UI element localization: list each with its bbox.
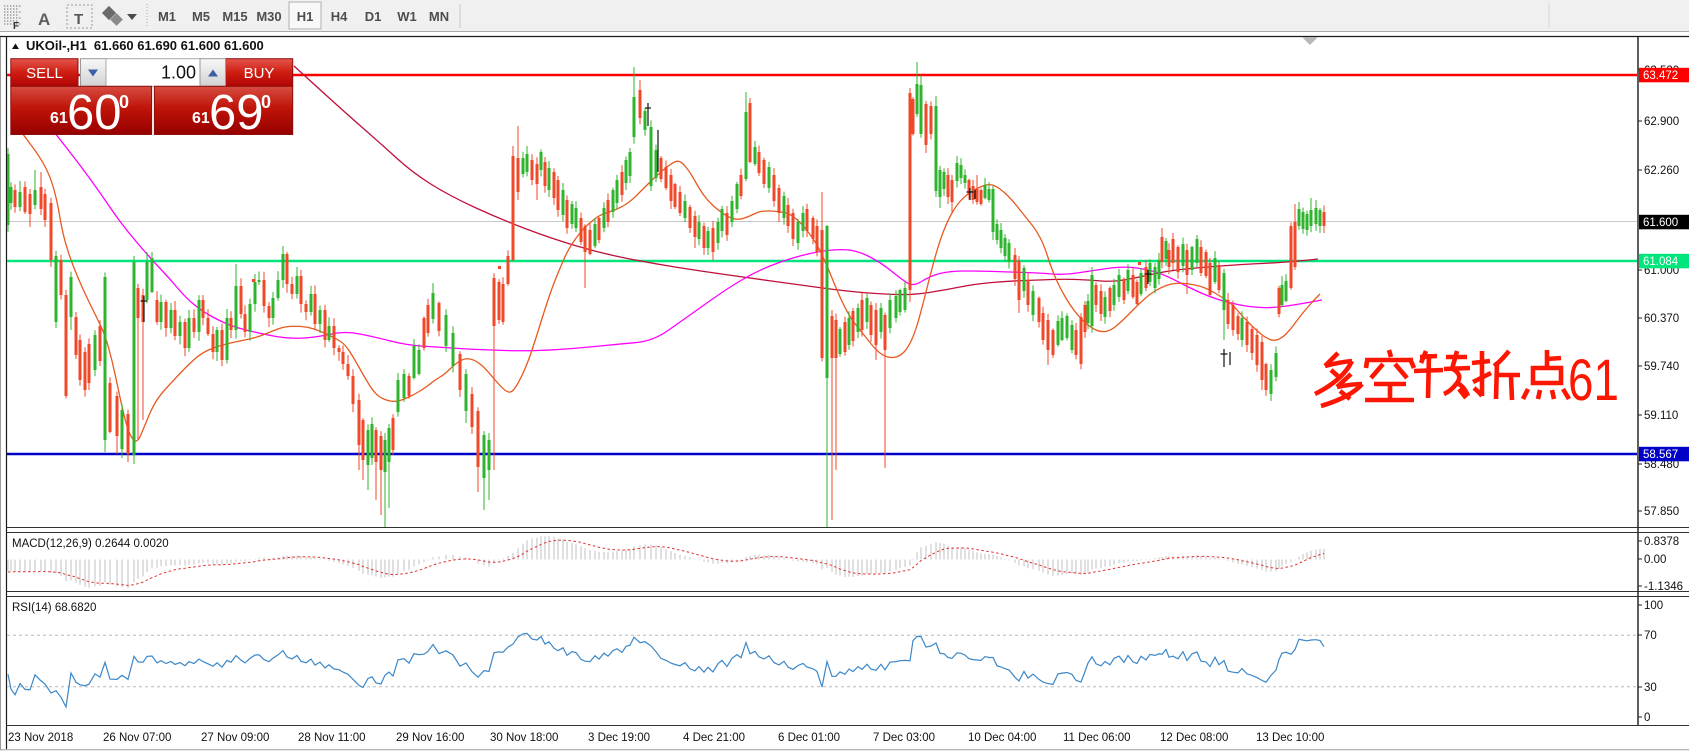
svg-text:-1.1346: -1.1346 [1644, 581, 1683, 593]
svg-text:62.900: 62.900 [1644, 116, 1679, 128]
svg-text:3 Dec 19:00: 3 Dec 19:00 [588, 732, 650, 744]
svg-text:M5: M5 [192, 9, 210, 24]
svg-text:61: 61 [1568, 349, 1619, 413]
svg-text:69: 69 [209, 86, 264, 140]
svg-text:MN: MN [429, 9, 449, 24]
svg-text:0.00: 0.00 [1644, 554, 1666, 566]
svg-text:0: 0 [261, 92, 271, 112]
svg-text:61.600: 61.600 [1643, 217, 1678, 229]
svg-text:27 Nov 09:00: 27 Nov 09:00 [201, 732, 269, 744]
svg-text:26 Nov 07:00: 26 Nov 07:00 [103, 732, 171, 744]
svg-text:D1: D1 [365, 9, 382, 24]
svg-text:A: A [38, 10, 50, 29]
svg-text:10 Dec 04:00: 10 Dec 04:00 [968, 732, 1036, 744]
svg-text:M30: M30 [256, 9, 281, 24]
svg-text:61.084: 61.084 [1643, 256, 1679, 268]
svg-text:59.740: 59.740 [1644, 361, 1679, 373]
svg-text:12 Dec 08:00: 12 Dec 08:00 [1160, 732, 1228, 744]
svg-text:BUY: BUY [244, 65, 275, 82]
svg-text:7 Dec 03:00: 7 Dec 03:00 [873, 732, 935, 744]
svg-text:62.260: 62.260 [1644, 165, 1679, 177]
svg-text:29 Nov 16:00: 29 Nov 16:00 [396, 732, 464, 744]
svg-text:30: 30 [1644, 682, 1657, 694]
svg-text:1.00: 1.00 [161, 63, 196, 83]
svg-text:70: 70 [1644, 630, 1657, 642]
svg-text:58.480: 58.480 [1644, 459, 1679, 471]
svg-text:4 Dec 21:00: 4 Dec 21:00 [683, 732, 745, 744]
svg-text:UKOil-,H1 61.660 61.690 61.60: UKOil-,H1 61.660 61.690 61.600 61.600 [26, 38, 264, 53]
svg-text:59.110: 59.110 [1644, 410, 1678, 422]
svg-text:58.567: 58.567 [1643, 449, 1678, 461]
svg-text:H1: H1 [297, 9, 314, 24]
svg-text:MACD(12,26,9) 0.2644 0.0020: MACD(12,26,9) 0.2644 0.0020 [12, 538, 169, 550]
svg-text:0.8378: 0.8378 [1644, 536, 1679, 548]
svg-text:H4: H4 [331, 9, 348, 24]
svg-text:30 Nov 18:00: 30 Nov 18:00 [490, 732, 558, 744]
svg-text:T: T [74, 11, 83, 28]
svg-text:11 Dec 06:00: 11 Dec 06:00 [1063, 732, 1131, 744]
svg-text:M1: M1 [158, 9, 176, 24]
svg-text:RSI(14) 68.6820: RSI(14) 68.6820 [12, 602, 96, 614]
svg-text:23 Nov 2018: 23 Nov 2018 [8, 732, 73, 744]
svg-text:28 Nov 11:00: 28 Nov 11:00 [298, 732, 366, 744]
svg-text:13 Dec 10:00: 13 Dec 10:00 [1256, 732, 1324, 744]
svg-text:60: 60 [67, 86, 122, 140]
svg-text:0: 0 [119, 92, 129, 112]
svg-text:M15: M15 [222, 9, 247, 24]
svg-text:F: F [13, 21, 19, 32]
svg-text:63.472: 63.472 [1643, 70, 1678, 82]
svg-text:W1: W1 [397, 9, 417, 24]
svg-text:60.370: 60.370 [1644, 313, 1679, 325]
svg-text:100: 100 [1644, 600, 1663, 612]
svg-text:SELL: SELL [26, 65, 63, 82]
svg-text:6 Dec 01:00: 6 Dec 01:00 [778, 732, 840, 744]
svg-text:0: 0 [1644, 712, 1650, 724]
svg-text:57.850: 57.850 [1644, 506, 1679, 518]
svg-text:61: 61 [192, 110, 210, 127]
svg-text:61: 61 [50, 110, 68, 127]
